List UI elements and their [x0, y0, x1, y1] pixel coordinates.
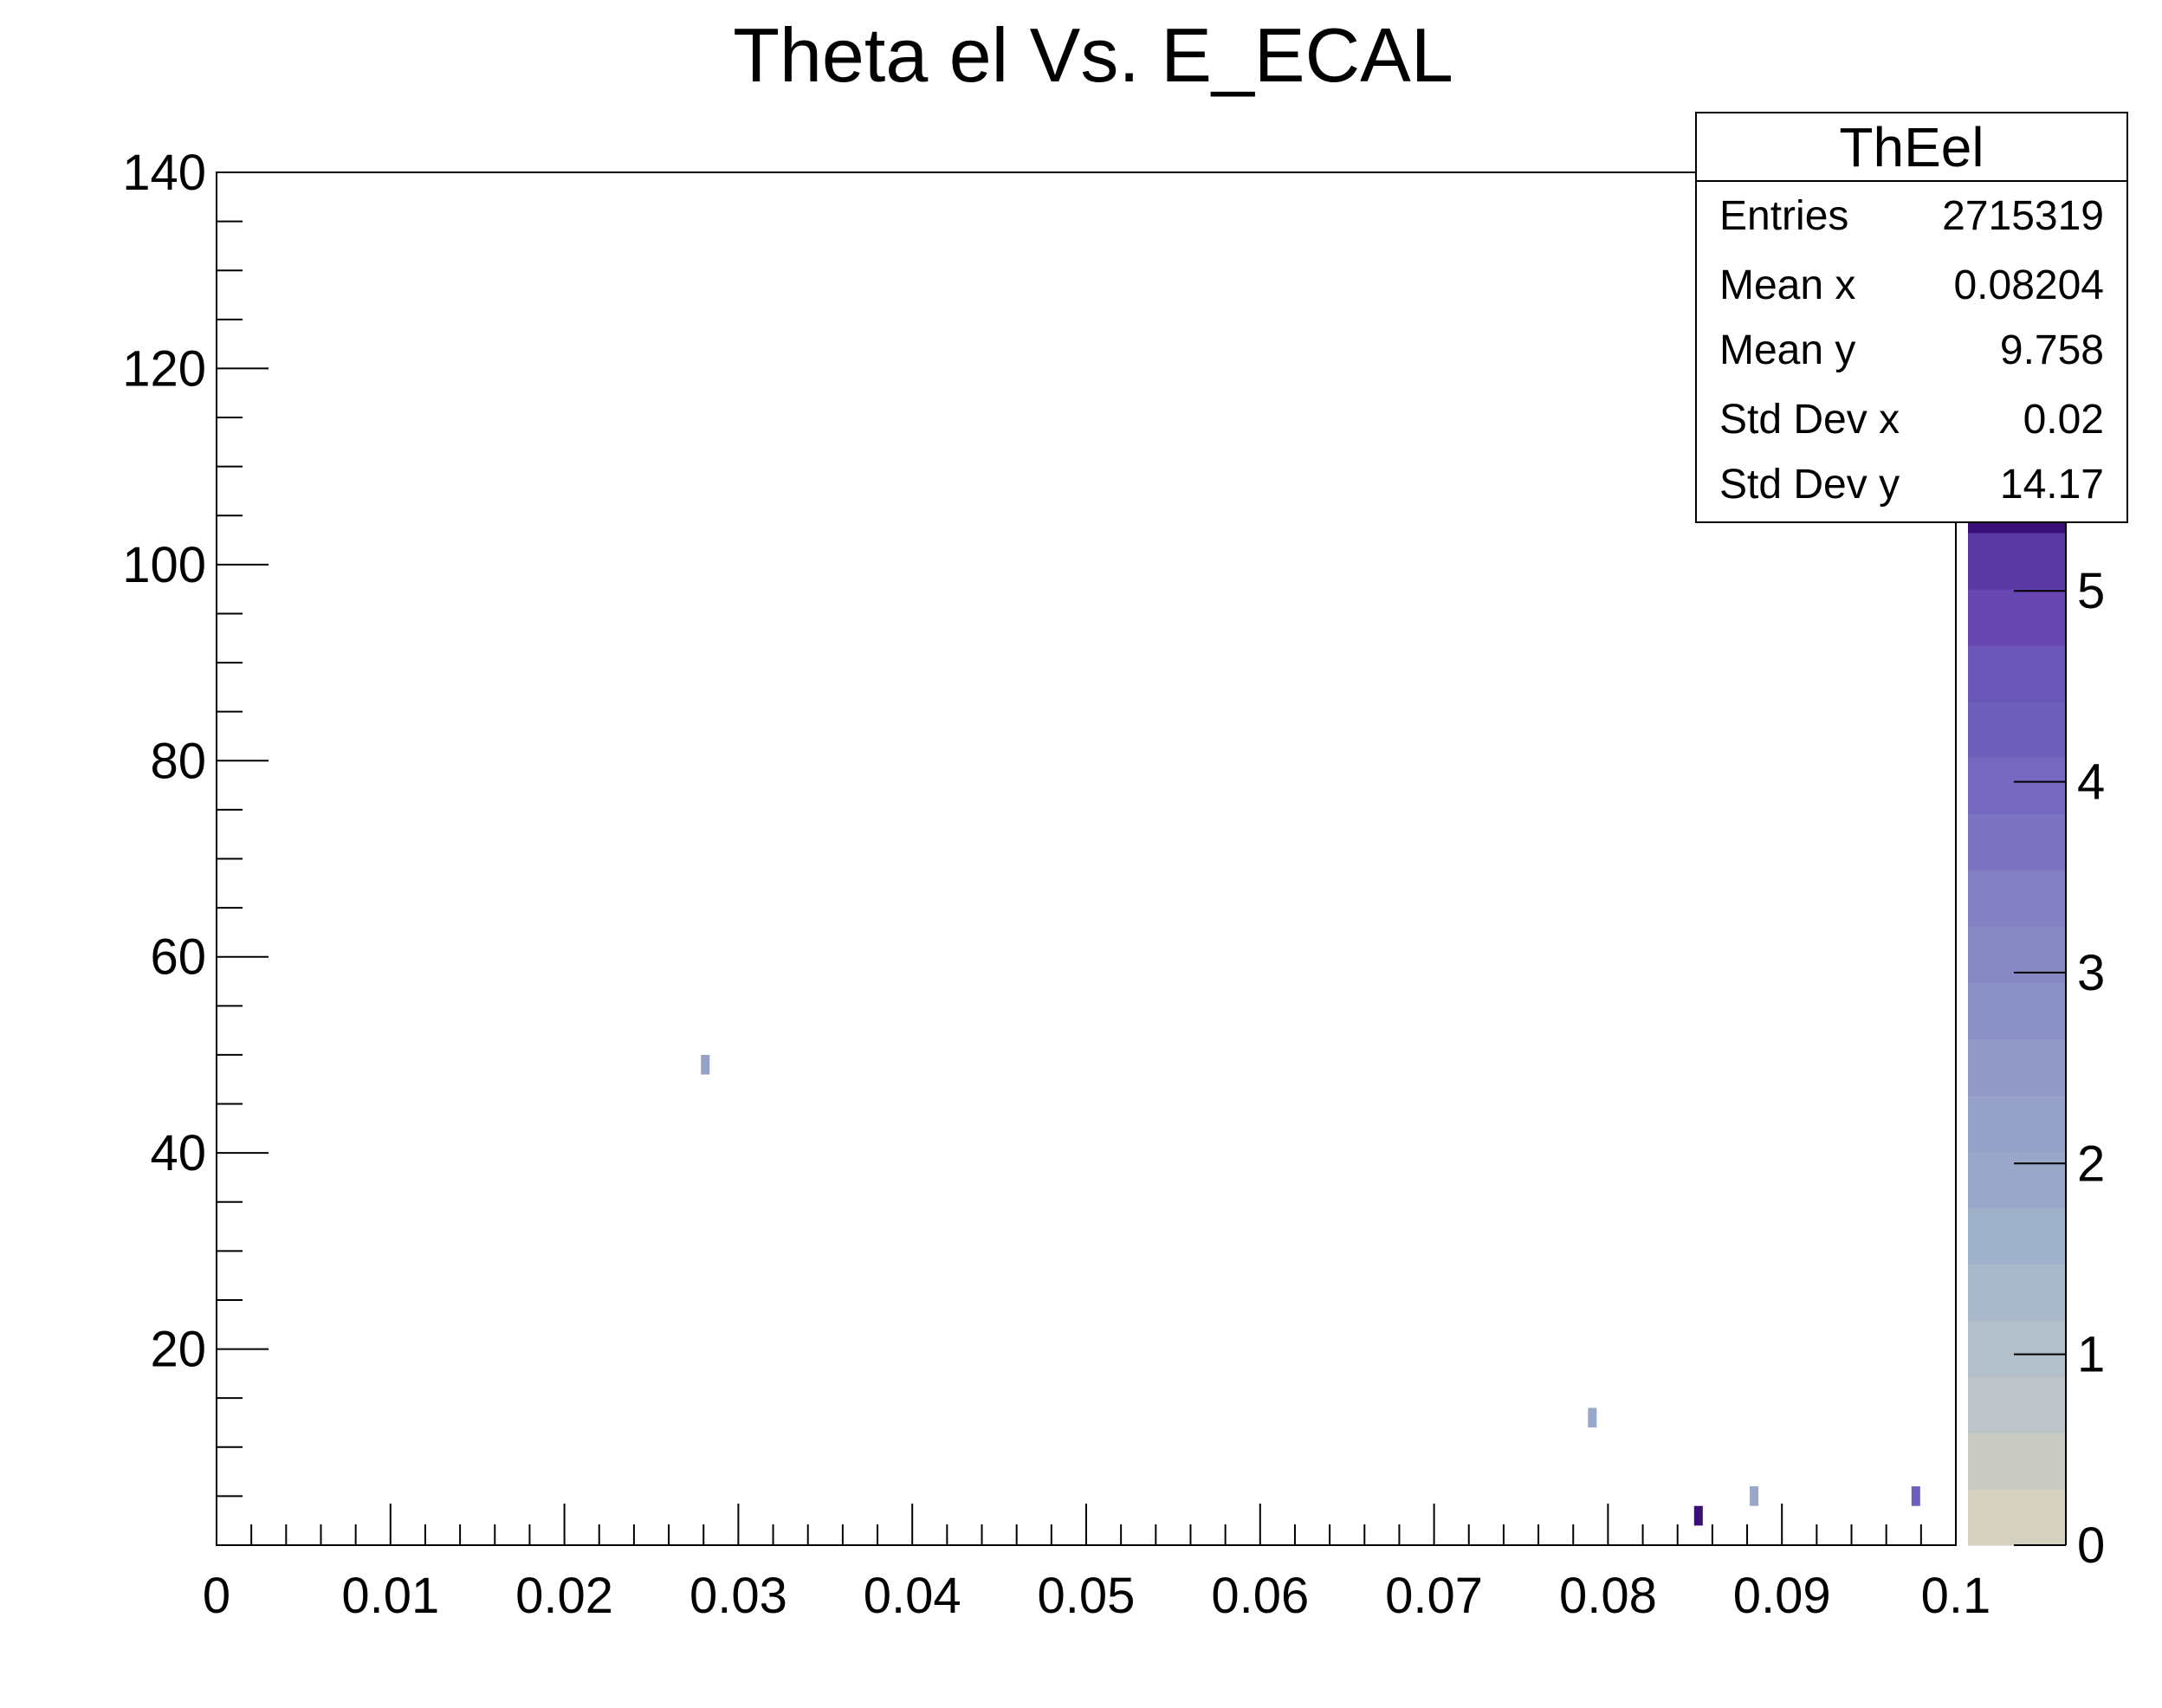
z-tick-label: 2 [2077, 1135, 2105, 1192]
stats-value: 2715319 [1942, 193, 2104, 239]
palette-segment [1968, 1207, 2066, 1265]
z-tick-label: 4 [2077, 754, 2105, 811]
stats-row-std-dev-x: Std Dev x 0.02 [1719, 385, 2104, 455]
palette-segment [1968, 1038, 2066, 1097]
palette-segment [1968, 982, 2066, 1040]
histogram-bin [1911, 1486, 1920, 1506]
histogram-cells [701, 1054, 1920, 1526]
y-tick-label: 80 [150, 733, 206, 789]
palette-segment [1968, 644, 2066, 702]
x-tick-label: 0.02 [515, 1568, 613, 1624]
stats-label: Std Dev x [1719, 397, 1900, 443]
palette-segment [1968, 1151, 2066, 1208]
z-tick-label: 5 [2077, 563, 2105, 619]
stats-label: Mean x [1719, 262, 1856, 308]
stats-row-entries: Entries 2715319 [1719, 182, 2104, 251]
stats-value: 0.02 [2023, 397, 2104, 443]
histogram-bin [1693, 1505, 1703, 1526]
palette-segment [1968, 1376, 2066, 1433]
stats-label: Std Dev y [1719, 462, 1900, 508]
x-tick-label: 0.04 [864, 1568, 961, 1624]
y-tick-label: 140 [122, 145, 206, 201]
palette-segment [1968, 1320, 2066, 1377]
palette-segment [1968, 813, 2066, 871]
palette-segment [1968, 870, 2066, 928]
palette-segment [1968, 1489, 2066, 1546]
z-tick-label: 3 [2077, 945, 2105, 1001]
histogram-bin [701, 1054, 710, 1075]
x-tick-label: 0.01 [341, 1568, 439, 1624]
x-tick-label: 0.09 [1733, 1568, 1831, 1624]
stats-box: ThEel Entries 2715319 Mean x 0.08204 Mea… [1695, 112, 2128, 523]
axes: 0 0.01 0.02 0.03 0.04 0.05 0.06 0.07 0.08 0.09 0.1… [122, 145, 1990, 1624]
y-tick-label: 100 [122, 537, 206, 593]
stats-label: Mean y [1719, 327, 1856, 373]
stats-label: Entries [1719, 193, 1849, 239]
chart-title: Theta el Vs. E_ECAL [733, 12, 1453, 98]
stats-row-std-dev-y: Std Dev y 14.17 [1719, 450, 2104, 520]
z-tick-label: 1 [2077, 1327, 2105, 1383]
histogram-bin [1750, 1486, 1759, 1506]
palette-segment [1968, 588, 2066, 646]
palette-segment [1968, 1264, 2066, 1321]
stats-value: 14.17 [1999, 462, 2104, 508]
stats-row-mean-x: Mean x 0.08204 [1719, 251, 2104, 320]
palette-segment [1968, 926, 2066, 984]
x-tick-label: 0.08 [1559, 1568, 1657, 1624]
color-palette: 0 1 2 3 4 5 [1968, 476, 2105, 1574]
palette-segment [1968, 701, 2066, 759]
histogram-bin [1588, 1407, 1597, 1428]
stats-value: 0.08204 [1953, 262, 2104, 308]
x-tick-label: 0.06 [1211, 1568, 1309, 1624]
palette-segment [1968, 532, 2066, 590]
x-tick-label: 0.07 [1385, 1568, 1483, 1624]
x-tick-label: 0.1 [1921, 1568, 1991, 1624]
y-tick-label: 60 [150, 929, 206, 986]
x-tick-label: 0.05 [1038, 1568, 1136, 1624]
y-tick-label: 40 [150, 1125, 206, 1181]
y-tick-label: 120 [122, 340, 206, 397]
x-tick-label: 0.03 [689, 1568, 787, 1624]
z-tick-label: 0 [2077, 1517, 2105, 1574]
y-tick-label: 20 [150, 1322, 206, 1378]
stats-title: ThEel [1697, 113, 2126, 182]
x-tick-label: 0 [203, 1568, 230, 1624]
palette-segment [1968, 1433, 2066, 1490]
palette-segment [1968, 1095, 2066, 1152]
stats-row-mean-y: Mean y 9.758 [1719, 316, 2104, 385]
stats-value: 9.758 [1999, 327, 2104, 373]
palette-segment [1968, 757, 2066, 815]
